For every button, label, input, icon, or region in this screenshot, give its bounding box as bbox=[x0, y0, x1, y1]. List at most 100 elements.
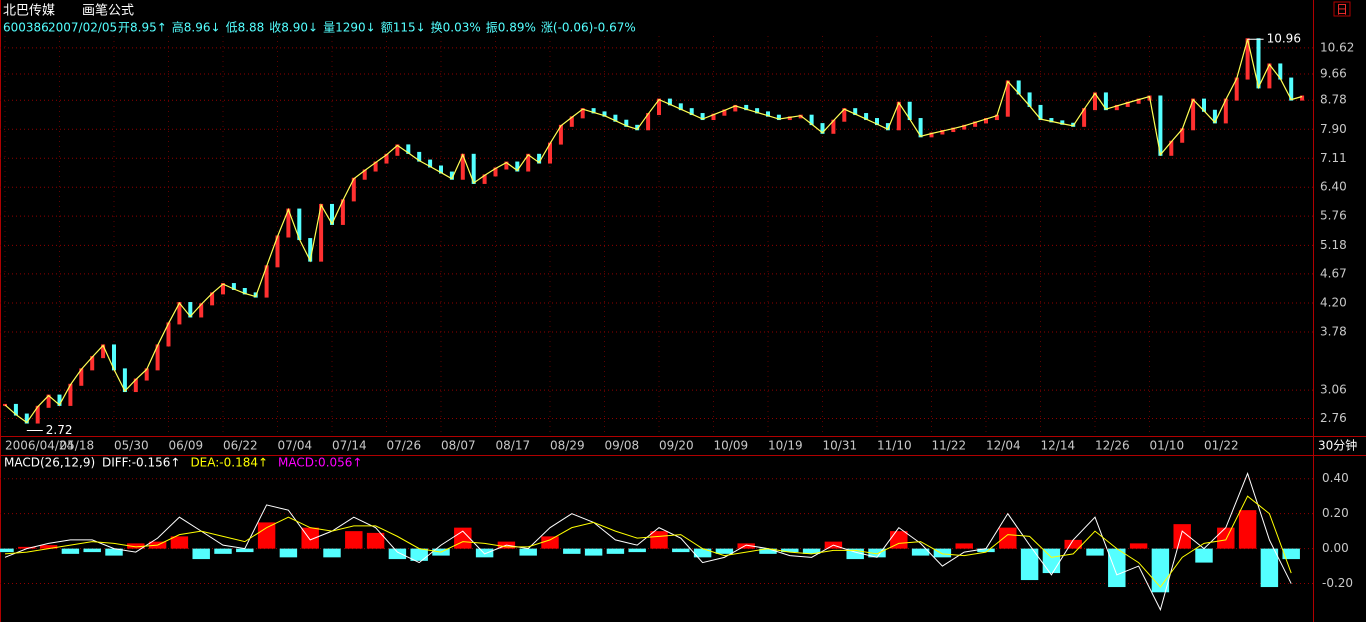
legend-entry: DEA:-0.184↑ bbox=[190, 456, 268, 470]
price-bar bbox=[1223, 98, 1228, 124]
price-bar bbox=[1245, 38, 1250, 80]
price-bar bbox=[994, 114, 999, 121]
y-tick-label: 7.11 bbox=[1320, 151, 1347, 165]
price-bar bbox=[722, 109, 727, 116]
price-bar bbox=[417, 151, 422, 162]
price-bar bbox=[1005, 80, 1010, 117]
quote-item: 收8.90↓ bbox=[269, 21, 318, 35]
price-bar bbox=[624, 119, 629, 127]
quote-item: 振0.89% bbox=[486, 21, 536, 35]
price-bar bbox=[373, 161, 378, 172]
x-tick-label: 06/22 bbox=[223, 439, 258, 453]
price-bar bbox=[155, 344, 160, 371]
price-bar bbox=[689, 108, 694, 116]
macd-bar bbox=[541, 536, 559, 549]
quote-item: 量1290↓ bbox=[323, 21, 376, 35]
price-bar bbox=[569, 116, 574, 127]
price-bar bbox=[504, 161, 509, 170]
y-tick-label: 5.18 bbox=[1320, 238, 1347, 252]
price-bar bbox=[264, 265, 269, 298]
macd-bar bbox=[1195, 548, 1213, 563]
price-bar bbox=[602, 111, 607, 117]
y-tick-label: -0.20 bbox=[1322, 576, 1353, 590]
y-tick-label: 0.20 bbox=[1322, 506, 1349, 520]
macd-bar bbox=[519, 548, 537, 556]
price-bar bbox=[537, 153, 542, 164]
price-bar bbox=[526, 153, 531, 172]
price-bar bbox=[24, 413, 29, 424]
price-bar bbox=[984, 118, 988, 124]
price-bar bbox=[1060, 120, 1065, 125]
price-bar bbox=[46, 394, 51, 408]
price-bar bbox=[1234, 77, 1239, 101]
x-tick-label: 10/31 bbox=[823, 439, 858, 453]
x-tick-label: 2006/04/24 bbox=[5, 439, 74, 453]
price-bar bbox=[1027, 92, 1032, 107]
price-bar bbox=[449, 171, 454, 180]
macd-bar bbox=[301, 527, 319, 549]
price-bar bbox=[319, 203, 324, 262]
x-tick-label: 11/22 bbox=[932, 439, 967, 453]
price-bar bbox=[1300, 95, 1305, 101]
macd-bar bbox=[1260, 548, 1279, 588]
price-bar bbox=[558, 124, 563, 145]
y-tick-label: 4.67 bbox=[1320, 266, 1347, 280]
macd-bar bbox=[1108, 548, 1126, 588]
macd-bar bbox=[606, 548, 625, 554]
macd-bar bbox=[781, 548, 799, 553]
formula-name: 画笔公式 bbox=[82, 3, 134, 19]
x-tick-label: 09/08 bbox=[605, 439, 640, 453]
price-bar bbox=[711, 113, 716, 121]
price-bar bbox=[13, 403, 18, 416]
price-bar bbox=[221, 283, 225, 295]
price-bar bbox=[907, 101, 912, 121]
price-bar bbox=[918, 118, 923, 138]
price-bar bbox=[842, 108, 847, 122]
price-bar bbox=[1256, 38, 1261, 89]
price-bar bbox=[1114, 104, 1119, 111]
macd-line bbox=[4, 472, 1292, 612]
quote-item: 换0.03% bbox=[431, 21, 481, 35]
macd-bar bbox=[846, 548, 864, 560]
macd-bar bbox=[18, 546, 36, 549]
price-bar bbox=[635, 124, 640, 131]
macd-bar bbox=[83, 548, 101, 553]
macd-bar bbox=[1020, 548, 1039, 581]
price-bar bbox=[646, 113, 651, 131]
price-bar bbox=[548, 142, 552, 164]
price-bar bbox=[439, 165, 443, 174]
x-tick-label: 06/09 bbox=[169, 439, 204, 453]
y-tick-label: 9.66 bbox=[1320, 66, 1347, 80]
day-button-label[interactable]: 日 bbox=[1336, 3, 1348, 17]
price-bar bbox=[330, 203, 334, 225]
price-bar bbox=[820, 123, 825, 134]
price-bar bbox=[1049, 118, 1054, 123]
x-tick-label: 09/20 bbox=[659, 439, 694, 453]
macd-bar bbox=[345, 531, 363, 549]
price-bar bbox=[188, 302, 193, 318]
stock-code: 600386 bbox=[3, 21, 49, 35]
day-button[interactable] bbox=[1333, 1, 1351, 17]
price-bar bbox=[460, 153, 465, 180]
macd-bar bbox=[563, 548, 581, 554]
price-bar bbox=[122, 368, 127, 393]
quote-item: 开8.95↑ bbox=[118, 21, 167, 35]
macd-bar bbox=[192, 548, 210, 560]
price-bar bbox=[864, 113, 869, 121]
price-bar bbox=[1103, 92, 1108, 111]
macd-bar bbox=[1238, 510, 1257, 549]
price-bar bbox=[613, 114, 618, 122]
price-bar bbox=[1082, 108, 1087, 127]
macd-bar bbox=[802, 548, 821, 554]
price-bar bbox=[755, 108, 760, 114]
macd-bar bbox=[366, 532, 385, 549]
macd-bar bbox=[693, 548, 712, 558]
price-bar bbox=[351, 177, 356, 202]
price-bar bbox=[591, 108, 596, 114]
macd-bar bbox=[672, 548, 690, 553]
price-bar bbox=[766, 111, 770, 117]
price-bar bbox=[1191, 98, 1196, 131]
price-bar bbox=[940, 130, 945, 135]
